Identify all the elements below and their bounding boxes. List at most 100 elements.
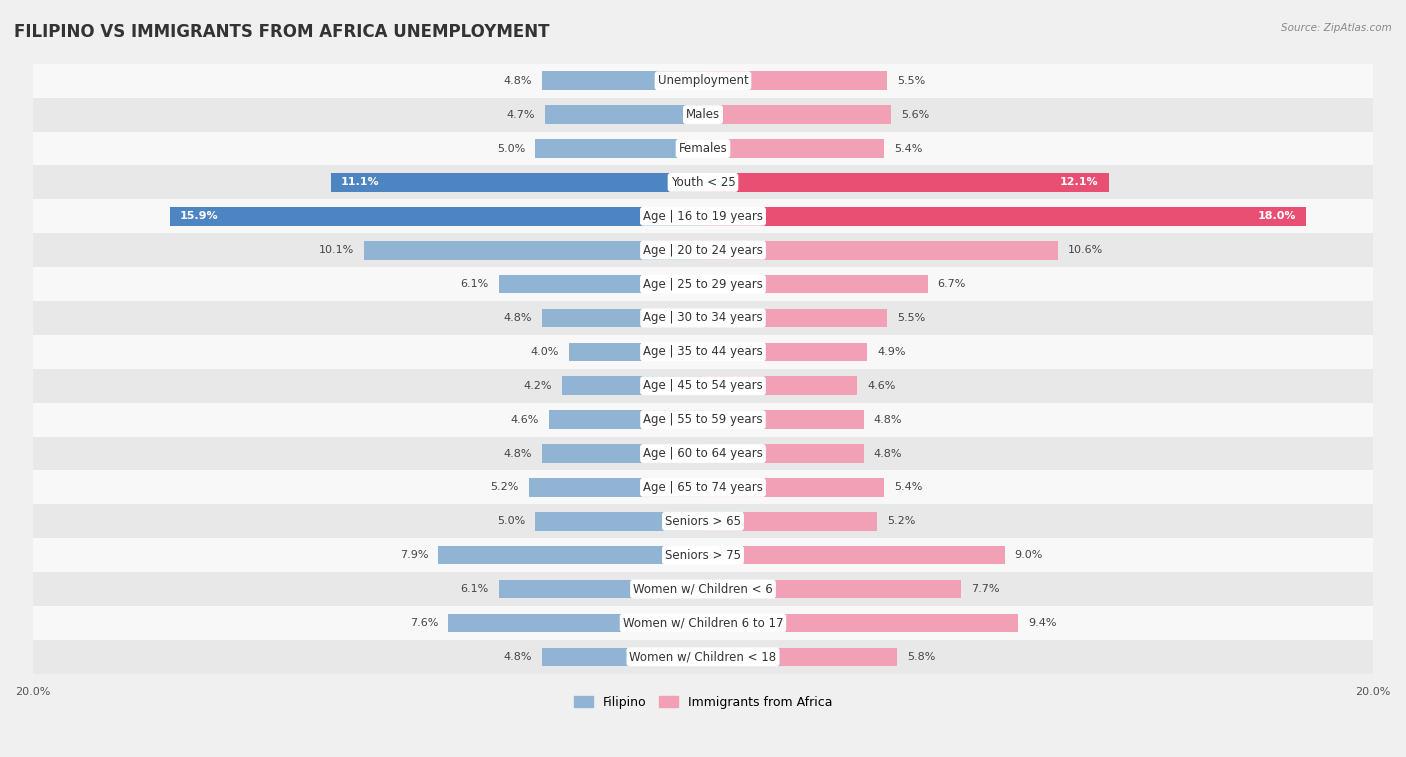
Text: Women w/ Children < 18: Women w/ Children < 18 — [630, 650, 776, 663]
Text: Age | 60 to 64 years: Age | 60 to 64 years — [643, 447, 763, 460]
Text: Age | 25 to 29 years: Age | 25 to 29 years — [643, 278, 763, 291]
Text: Age | 65 to 74 years: Age | 65 to 74 years — [643, 481, 763, 494]
Bar — [32, 369, 1374, 403]
Bar — [32, 572, 1374, 606]
Text: 7.9%: 7.9% — [399, 550, 429, 560]
Text: 5.0%: 5.0% — [498, 144, 526, 154]
Bar — [529, 478, 703, 497]
Text: 4.8%: 4.8% — [875, 415, 903, 425]
Text: Females: Females — [679, 142, 727, 155]
Text: Seniors > 75: Seniors > 75 — [665, 549, 741, 562]
Bar — [543, 647, 703, 666]
Text: 12.1%: 12.1% — [1060, 177, 1098, 188]
Bar — [703, 71, 887, 90]
Bar — [703, 241, 1059, 260]
Bar — [32, 267, 1374, 301]
Bar — [32, 233, 1374, 267]
Text: 7.6%: 7.6% — [411, 618, 439, 628]
Bar — [536, 139, 703, 158]
Bar — [703, 410, 863, 429]
Bar — [543, 309, 703, 327]
Text: 4.8%: 4.8% — [503, 652, 531, 662]
Text: 5.5%: 5.5% — [897, 313, 925, 323]
Text: Women w/ Children < 6: Women w/ Children < 6 — [633, 583, 773, 596]
Bar — [32, 437, 1374, 470]
Bar — [703, 444, 863, 463]
Bar — [703, 580, 962, 598]
Text: 6.7%: 6.7% — [938, 279, 966, 289]
Text: 9.0%: 9.0% — [1015, 550, 1043, 560]
Text: 9.4%: 9.4% — [1028, 618, 1056, 628]
Text: 10.1%: 10.1% — [319, 245, 354, 255]
Text: 4.6%: 4.6% — [510, 415, 538, 425]
Text: 4.6%: 4.6% — [868, 381, 896, 391]
Text: 4.0%: 4.0% — [530, 347, 558, 357]
Bar — [32, 470, 1374, 504]
Text: Youth < 25: Youth < 25 — [671, 176, 735, 189]
Text: 7.7%: 7.7% — [972, 584, 1000, 594]
Bar — [703, 105, 890, 124]
Text: Source: ZipAtlas.com: Source: ZipAtlas.com — [1281, 23, 1392, 33]
Bar — [543, 444, 703, 463]
Bar — [499, 580, 703, 598]
Text: 4.8%: 4.8% — [503, 76, 531, 86]
Text: 5.8%: 5.8% — [907, 652, 936, 662]
Bar — [703, 309, 887, 327]
Bar — [32, 640, 1374, 674]
Text: 5.2%: 5.2% — [491, 482, 519, 492]
Text: Women w/ Children 6 to 17: Women w/ Children 6 to 17 — [623, 616, 783, 630]
Bar — [703, 342, 868, 361]
Bar — [543, 71, 703, 90]
Bar — [703, 275, 928, 294]
Bar — [32, 504, 1374, 538]
Bar — [32, 199, 1374, 233]
Text: Age | 55 to 59 years: Age | 55 to 59 years — [643, 413, 763, 426]
Bar — [703, 139, 884, 158]
Text: 11.1%: 11.1% — [342, 177, 380, 188]
Text: 4.8%: 4.8% — [503, 448, 531, 459]
Text: 10.6%: 10.6% — [1069, 245, 1104, 255]
Bar — [703, 207, 1306, 226]
Text: 4.9%: 4.9% — [877, 347, 905, 357]
Bar — [32, 606, 1374, 640]
Text: 18.0%: 18.0% — [1258, 211, 1296, 221]
Text: 6.1%: 6.1% — [460, 279, 488, 289]
Bar — [32, 132, 1374, 166]
Bar — [330, 173, 703, 192]
Bar — [703, 376, 858, 395]
Text: 4.7%: 4.7% — [508, 110, 536, 120]
Bar — [32, 98, 1374, 132]
Text: Age | 45 to 54 years: Age | 45 to 54 years — [643, 379, 763, 392]
Text: 4.2%: 4.2% — [523, 381, 553, 391]
Text: FILIPINO VS IMMIGRANTS FROM AFRICA UNEMPLOYMENT: FILIPINO VS IMMIGRANTS FROM AFRICA UNEMP… — [14, 23, 550, 41]
Text: 6.1%: 6.1% — [460, 584, 488, 594]
Text: Males: Males — [686, 108, 720, 121]
Bar — [703, 647, 897, 666]
Bar — [32, 403, 1374, 437]
Bar — [32, 166, 1374, 199]
Text: 5.4%: 5.4% — [894, 144, 922, 154]
Text: Age | 30 to 34 years: Age | 30 to 34 years — [643, 311, 763, 325]
Legend: Filipino, Immigrants from Africa: Filipino, Immigrants from Africa — [569, 691, 837, 714]
Text: 4.8%: 4.8% — [503, 313, 531, 323]
Bar — [548, 410, 703, 429]
Bar — [703, 173, 1108, 192]
Text: 15.9%: 15.9% — [180, 211, 219, 221]
Bar — [703, 546, 1005, 565]
Text: 5.2%: 5.2% — [887, 516, 915, 526]
Text: 5.5%: 5.5% — [897, 76, 925, 86]
Bar — [32, 64, 1374, 98]
Bar — [562, 376, 703, 395]
Bar — [364, 241, 703, 260]
Bar — [569, 342, 703, 361]
Bar — [703, 478, 884, 497]
Text: Age | 35 to 44 years: Age | 35 to 44 years — [643, 345, 763, 358]
Text: 5.0%: 5.0% — [498, 516, 526, 526]
Bar — [439, 546, 703, 565]
Text: Seniors > 65: Seniors > 65 — [665, 515, 741, 528]
Bar — [703, 512, 877, 531]
Bar — [536, 512, 703, 531]
Text: Age | 16 to 19 years: Age | 16 to 19 years — [643, 210, 763, 223]
Bar — [703, 614, 1018, 632]
Text: 5.6%: 5.6% — [901, 110, 929, 120]
